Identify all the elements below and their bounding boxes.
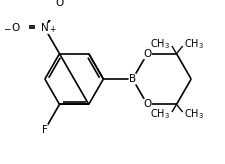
Text: O: O [55,0,64,8]
Text: O: O [11,23,20,33]
Text: CH$_3$: CH$_3$ [184,38,204,51]
Text: CH$_3$: CH$_3$ [150,38,170,51]
Text: B: B [129,74,136,84]
Text: N: N [41,23,49,33]
Text: F: F [42,125,48,135]
Text: +: + [49,25,55,34]
Text: −: − [3,24,10,33]
Text: CH$_3$: CH$_3$ [150,107,170,121]
Text: O: O [143,99,151,109]
Text: CH$_3$: CH$_3$ [184,107,204,121]
Text: O: O [143,49,151,59]
